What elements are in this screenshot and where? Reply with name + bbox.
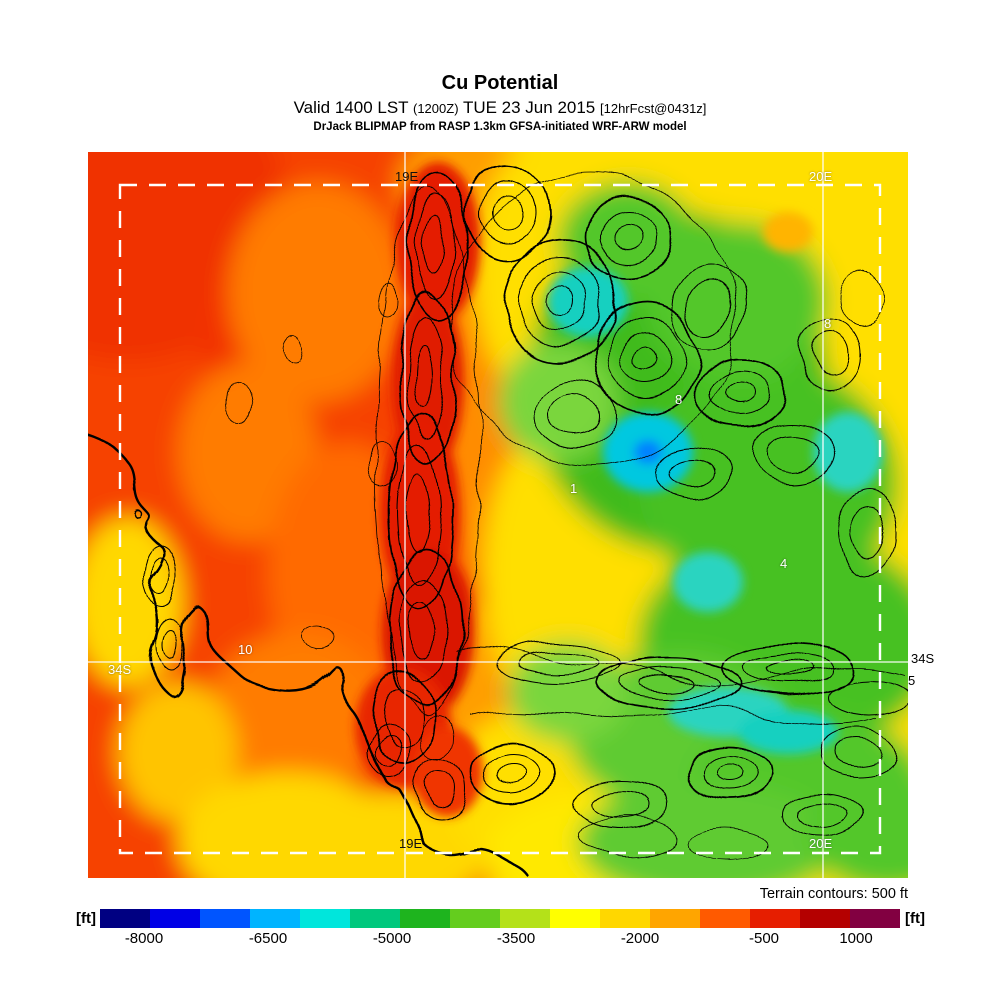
value-label-5-edge: 5 (908, 673, 916, 688)
value-label-8-northeast: 8 (824, 316, 832, 331)
colorbar-segment (350, 909, 400, 928)
grid-label-20e-bottom: 20E (809, 836, 833, 851)
colorbar (100, 909, 900, 928)
colorbar-tick: -5000 (372, 930, 412, 947)
coastline (88, 433, 531, 878)
colorbar-tick: -3500 (496, 930, 536, 947)
colorbar-unit-right: [ft] (905, 910, 925, 927)
valid-line: Valid 1400 LST (1200Z) TUE 23 Jun 2015 [… (0, 98, 1000, 118)
colorbar-segment (450, 909, 500, 928)
value-label-10: 10 (238, 642, 253, 657)
colorbar-tick: 1000 (839, 930, 873, 947)
grid-label-19e-bottom: 19E (399, 836, 423, 851)
colorbar-segment (500, 909, 550, 928)
header: Cu Potential Valid 1400 LST (1200Z) TUE … (0, 72, 1000, 133)
colorbar-unit-left: [ft] (76, 910, 96, 927)
colorbar-segment (850, 909, 900, 928)
value-label-1-center: 1 (570, 481, 578, 496)
colorbar-segment (650, 909, 700, 928)
terrain-contours-note: Terrain contours: 500 ft (759, 886, 908, 902)
domain-dashed-border (118, 183, 882, 855)
valid-date: TUE 23 Jun 2015 (462, 98, 596, 117)
value-label-4-east: 4 (780, 556, 788, 571)
colorbar-segment (600, 909, 650, 928)
colorbar-tick: -500 (748, 930, 780, 947)
cu-potential-field (88, 152, 908, 878)
grid-label-20e-top: 20E (809, 169, 833, 184)
colorbar-segment (700, 909, 750, 928)
colorbar-tick: -6500 (248, 930, 288, 947)
colorbar-segment (200, 909, 250, 928)
colorbar-segment (750, 909, 800, 928)
colorbar-segment (400, 909, 450, 928)
colorbar-tick: -2000 (620, 930, 660, 947)
forecast-init: [12hrFcst@0431z] (600, 101, 707, 116)
grid-label-34s-left: 34S (108, 662, 132, 677)
value-label-8-center: 8 (675, 392, 683, 407)
valid-zulu: (1200Z) (413, 101, 459, 116)
grid-label-34s-right: 34S (911, 651, 935, 666)
grid-label-19e-top: 19E (395, 169, 419, 184)
plot-title: Cu Potential (441, 72, 559, 94)
map: 19E 20E 19E 20E 34S 10 8 8 1 4 (88, 152, 908, 878)
terrain-contour-lines (143, 165, 908, 861)
colorbar-tick: -8000 (124, 930, 164, 947)
colorbar-segment (150, 909, 200, 928)
colorbar-segment (250, 909, 300, 928)
model-line: DrJack BLIPMAP from RASP 1.3km GFSA-init… (313, 121, 687, 133)
colorbar-segment (800, 909, 850, 928)
lat-lon-gridlines (88, 152, 908, 878)
colorbar-segment (300, 909, 350, 928)
map-canvas (88, 152, 908, 878)
valid-time: Valid 1400 LST (293, 98, 409, 117)
field-detail-patches (355, 162, 883, 817)
colorbar-segment (550, 909, 600, 928)
colorbar-segment (100, 909, 150, 928)
colorbar-ticks: -8000 -6500 -5000 -3500 -2000 -500 1000 (100, 930, 900, 948)
